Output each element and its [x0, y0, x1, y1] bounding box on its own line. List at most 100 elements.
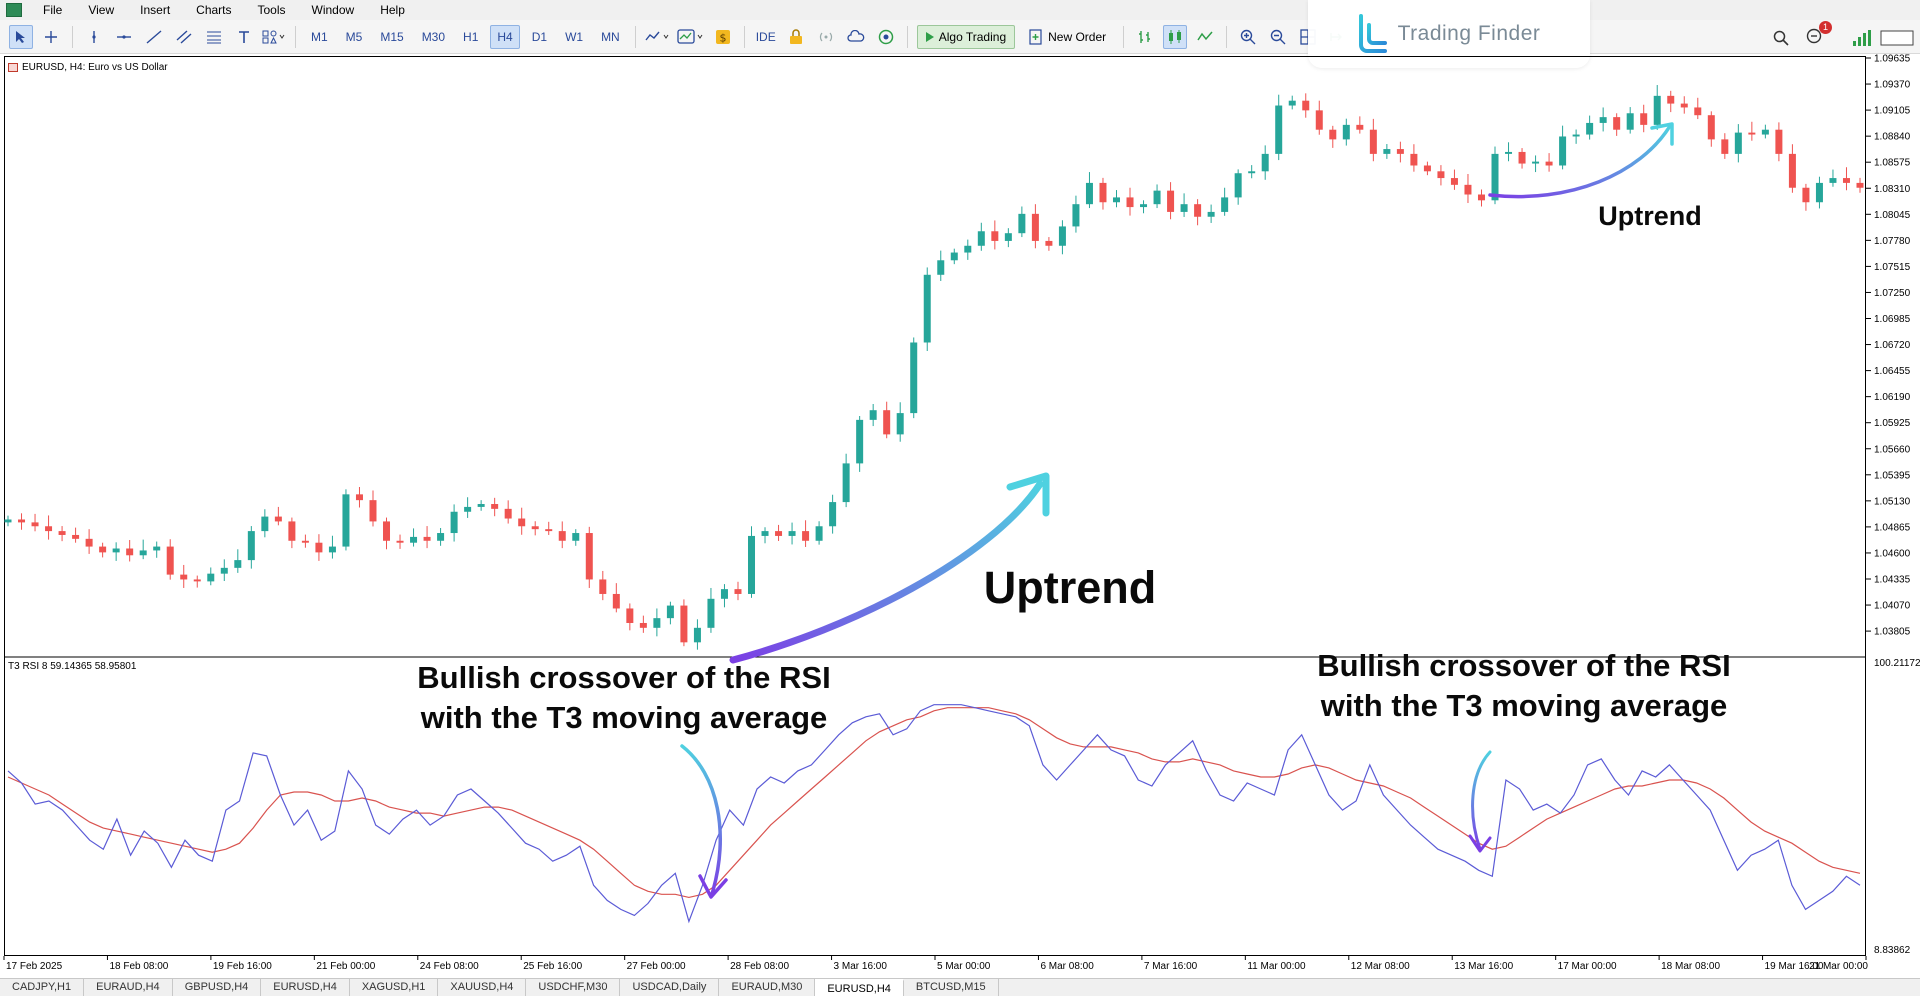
chart-tab[interactable]: EURUSD,H4	[815, 979, 904, 996]
candle-body	[72, 534, 80, 539]
toolbar: M1 M5 M15 M30 H1 H4 D1 W1 MN $ IDE Algo …	[0, 20, 1920, 54]
trendline-icon[interactable]	[142, 25, 166, 49]
timeframe-h4[interactable]: H4	[490, 24, 520, 49]
candle-body	[99, 546, 107, 553]
fibonacci-icon[interactable]	[202, 25, 226, 49]
candle-body	[856, 419, 864, 464]
candle-body	[680, 605, 688, 643]
candle-body	[342, 494, 350, 547]
timeframe-m1[interactable]: M1	[311, 29, 328, 44]
vps-icon[interactable]	[874, 25, 898, 49]
chart-tab[interactable]: GBPUSD,H4	[173, 979, 262, 996]
channel-icon[interactable]	[172, 25, 196, 49]
notifications-button[interactable]: 1	[1806, 20, 1832, 50]
time-label: 5 Mar 00:00	[937, 961, 991, 972]
zoom-out-icon[interactable]	[1266, 25, 1290, 49]
menu-insert[interactable]: Insert	[140, 3, 171, 17]
menu-help[interactable]: Help	[380, 3, 405, 17]
timeframe-h1[interactable]: H1	[463, 29, 479, 44]
price-label: 1.05395	[1874, 470, 1911, 481]
candlestick-icon[interactable]	[1163, 24, 1188, 49]
chart-tab[interactable]: EURUSD,H4	[261, 979, 350, 996]
price-label: 1.09370	[1874, 80, 1911, 91]
price-label: 1.04335	[1874, 575, 1911, 586]
timeframe-w1[interactable]: W1	[565, 29, 584, 44]
chart-area[interactable]: 1.09635 1.09370 1.09105 1.08840 1.08575 1.083…	[0, 54, 1920, 978]
candle-body	[153, 546, 161, 551]
crossover-arrow-left	[680, 744, 722, 896]
time-label: 17 Mar 00:00	[1558, 961, 1617, 972]
candle-body	[1058, 226, 1066, 246]
candle-body	[1437, 171, 1445, 179]
chart-tab[interactable]: EURAUD,H4	[84, 979, 173, 996]
menu-tools[interactable]: Tools	[257, 3, 286, 17]
candle-body	[1031, 213, 1039, 241]
chart-tab[interactable]: USDCHF,M30	[526, 979, 621, 996]
horizontal-line-icon[interactable]	[112, 25, 136, 49]
cursor-tool-icon[interactable]	[9, 24, 33, 49]
candle-body	[396, 540, 404, 543]
signal-strength-button[interactable]	[1852, 26, 1874, 50]
timeframe-m30[interactable]: M30	[421, 29, 446, 44]
timeframe-m5[interactable]: M5	[345, 29, 363, 44]
candle-body	[1356, 124, 1364, 130]
shapes-icon[interactable]	[262, 25, 286, 49]
candle-body	[207, 573, 215, 582]
candle-body	[842, 463, 850, 503]
candle-body	[1829, 178, 1837, 183]
candle-body	[1599, 117, 1607, 123]
candle-body	[829, 502, 837, 527]
chart-window-button[interactable]	[1880, 26, 1914, 50]
vertical-line-icon[interactable]	[82, 25, 106, 49]
candle-body	[1559, 136, 1567, 166]
menu-view[interactable]: View	[88, 3, 115, 17]
candle-body	[369, 500, 377, 522]
chart-tab[interactable]: EURAUD,M30	[719, 979, 816, 996]
candle-body	[720, 589, 728, 599]
chart-tab[interactable]: XAGUSD,H1	[350, 979, 439, 996]
chart-tab[interactable]: BTCUSD,M15	[904, 979, 999, 996]
candle-body	[788, 531, 796, 536]
algo-trading-button[interactable]: Algo Trading	[916, 24, 1016, 49]
chart-tab[interactable]: USDCAD,Daily	[620, 979, 720, 996]
new-order-button[interactable]: New Order	[1021, 25, 1114, 49]
uptrend-label-small: Uptrend	[1598, 201, 1702, 231]
cloud-icon[interactable]	[844, 25, 868, 49]
candle-body	[328, 546, 336, 553]
lock-icon[interactable]	[784, 25, 808, 49]
ide-button[interactable]: IDE	[755, 29, 776, 44]
time-label: 24 Feb 08:00	[420, 961, 479, 972]
dollar-icon[interactable]: $	[711, 25, 735, 49]
indicator-scale-top: 100.21172	[1874, 658, 1920, 669]
candle-body	[1586, 122, 1594, 135]
crossover-left-line2: with the T3 moving average	[420, 700, 828, 735]
candle-body	[1748, 132, 1756, 135]
candle-body	[1734, 132, 1742, 154]
menu-file[interactable]: File	[43, 3, 63, 17]
time-label: 17 Feb 2025	[6, 961, 63, 972]
timeframe-m15[interactable]: M15	[380, 29, 404, 44]
crosshair-icon[interactable]	[39, 25, 63, 49]
candle-body	[1532, 161, 1540, 164]
line-chart-icon[interactable]	[1193, 25, 1217, 49]
timeframe-d1[interactable]: D1	[531, 29, 548, 44]
signal-icon[interactable]	[814, 25, 838, 49]
indicators-icon[interactable]	[645, 25, 671, 49]
bar-chart-icon[interactable]	[1133, 25, 1157, 49]
candle-body	[1329, 129, 1337, 140]
search-button[interactable]	[1773, 26, 1789, 50]
chart-tab[interactable]: CADJPY,H1	[0, 979, 85, 996]
candle-body	[4, 519, 12, 523]
new-order-icon	[1029, 28, 1042, 45]
menu-window[interactable]: Window	[311, 3, 355, 17]
zoom-in-icon[interactable]	[1236, 25, 1260, 49]
menu-charts[interactable]: Charts	[196, 3, 232, 17]
timeframe-mn[interactable]: MN	[601, 29, 620, 44]
chart-tab[interactable]: XAUUSD,H4	[438, 979, 527, 996]
templates-icon[interactable]	[677, 25, 705, 49]
candle-body	[1288, 100, 1296, 106]
candle-body	[247, 531, 255, 561]
text-tool-icon[interactable]	[232, 25, 256, 49]
candle-body	[545, 529, 553, 532]
candle-body	[1667, 95, 1675, 104]
